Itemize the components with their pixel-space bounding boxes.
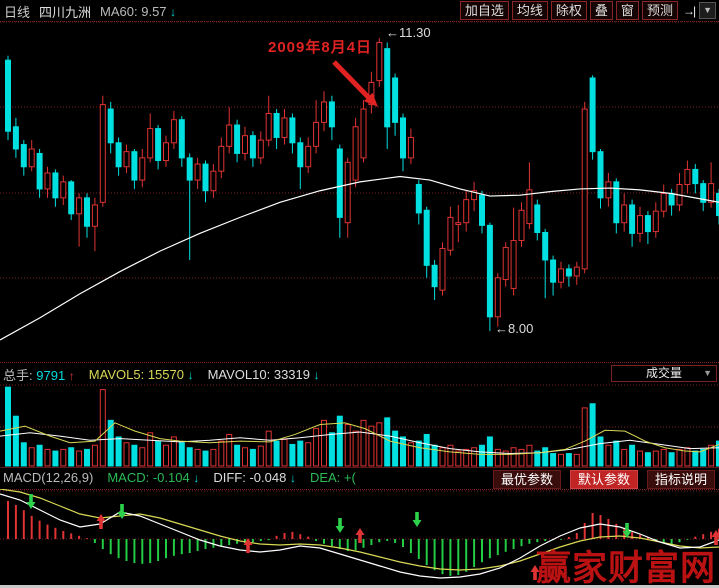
volume-readouts: 总手: 9791 ↑ MAVOL5: 15570 ↓ MAVOL10: 3331… [3,365,320,384]
optimal-params-button[interactable]: 最优参数 [492,470,561,489]
macd-chart [0,489,719,580]
site-watermark: 赢家财富网 [535,548,716,588]
dea-label: DEA: [309,470,341,485]
main-price-chart [0,21,719,341]
macd-label: MACD: [107,470,150,485]
mavol5-readout: MAVOL5: 15570 ↓ [89,367,194,382]
diff-label: DIFF: [213,470,246,485]
mavol10-down-arrow-icon: ↓ [313,368,320,382]
macd-buttons: 最优参数 默认参数 指标说明 [492,470,715,489]
macd-readouts: MACD(12,26,9) MACD: -0.104 ↓ DIFF: -0.04… [3,470,356,485]
quote-info: 日线 四川九洲 MA60: 9.57 ↓ [4,2,176,21]
volume-header-bar: 总手: 9791 ↑ MAVOL5: 15570 ↓ MAVOL10: 3331… [0,362,719,384]
diff-readout: DIFF: -0.048 ↓ [213,470,296,485]
toolbar-dropdown-icon[interactable]: ▼ [699,2,716,19]
bottom-window-edge [0,585,719,588]
diff-value: -0.048 [249,470,287,485]
total-hands-readout: 总手: 9791 ↑ [3,365,75,384]
mavol5-label: MAVOL5: [88,367,145,382]
diff-down-arrow-icon: ↓ [289,471,296,485]
exright-button[interactable]: 除权 [550,1,587,20]
mavol5-value: 15570 [147,367,184,382]
indicator-selector-value: 成交量 [645,366,682,380]
total-hands-label: 总手: [3,368,33,383]
period-label[interactable]: 日线 [4,5,31,20]
macd-readout: MACD: -0.104 ↓ [107,470,199,485]
date-annotation: 2009年8月4日 [268,39,373,56]
toolbar-buttons: 加自选 均线 除权 叠 窗 预测 →| ▼ [459,1,716,20]
macd-title: MACD(12,26,9) [3,470,94,485]
indicator-selector[interactable]: 成交量 ▼ [611,365,717,382]
total-hands-up-arrow-icon: ↑ [68,369,75,383]
jump-to-end-icon[interactable]: →| [682,3,696,18]
macd-value: -0.104 [152,470,190,485]
indicator-help-button[interactable]: 指标说明 [646,470,715,489]
ma60-label: MA60: [100,4,138,19]
dea-readout: DEA: +( [310,470,356,485]
volume-chart [0,384,719,467]
forecast-button[interactable]: 预测 [641,1,678,20]
mavol5-down-arrow-icon: ↓ [187,368,194,382]
overlay-button[interactable]: 叠 [589,1,613,20]
ma60-down-arrow-icon: ↓ [170,5,177,19]
default-params-button[interactable]: 默认参数 [569,470,638,489]
ma60-value: 9.57 [141,4,167,19]
dea-value: +( [343,470,356,485]
total-hands-value: 9791 [36,368,66,383]
macd-header-bar: MACD(12,26,9) MACD: -0.104 ↓ DIFF: -0.04… [0,467,719,490]
mavol10-value: 33319 [273,367,310,382]
ma-lines-button[interactable]: 均线 [511,1,548,20]
indicator-selector-dropdown-icon[interactable]: ▼ [703,368,712,378]
macd-down-arrow-icon: ↓ [193,471,200,485]
add-favorite-button[interactable]: 加自选 [459,1,509,20]
top-toolbar: 日线 四川九洲 MA60: 9.57 ↓ 加自选 均线 除权 叠 窗 预测 →|… [0,0,719,22]
mavol10-readout: MAVOL10: 33319 ↓ [208,367,320,382]
low-price-label: ←8.00 [495,321,534,336]
mavol10-label: MAVOL10: [207,367,271,382]
ma60-readout: MA60: 9.57 ↓ [100,4,176,19]
high-price-label: ←11.30 [386,25,431,40]
stock-name: 四川九洲 [39,5,92,20]
window-button[interactable]: 窗 [615,1,639,20]
